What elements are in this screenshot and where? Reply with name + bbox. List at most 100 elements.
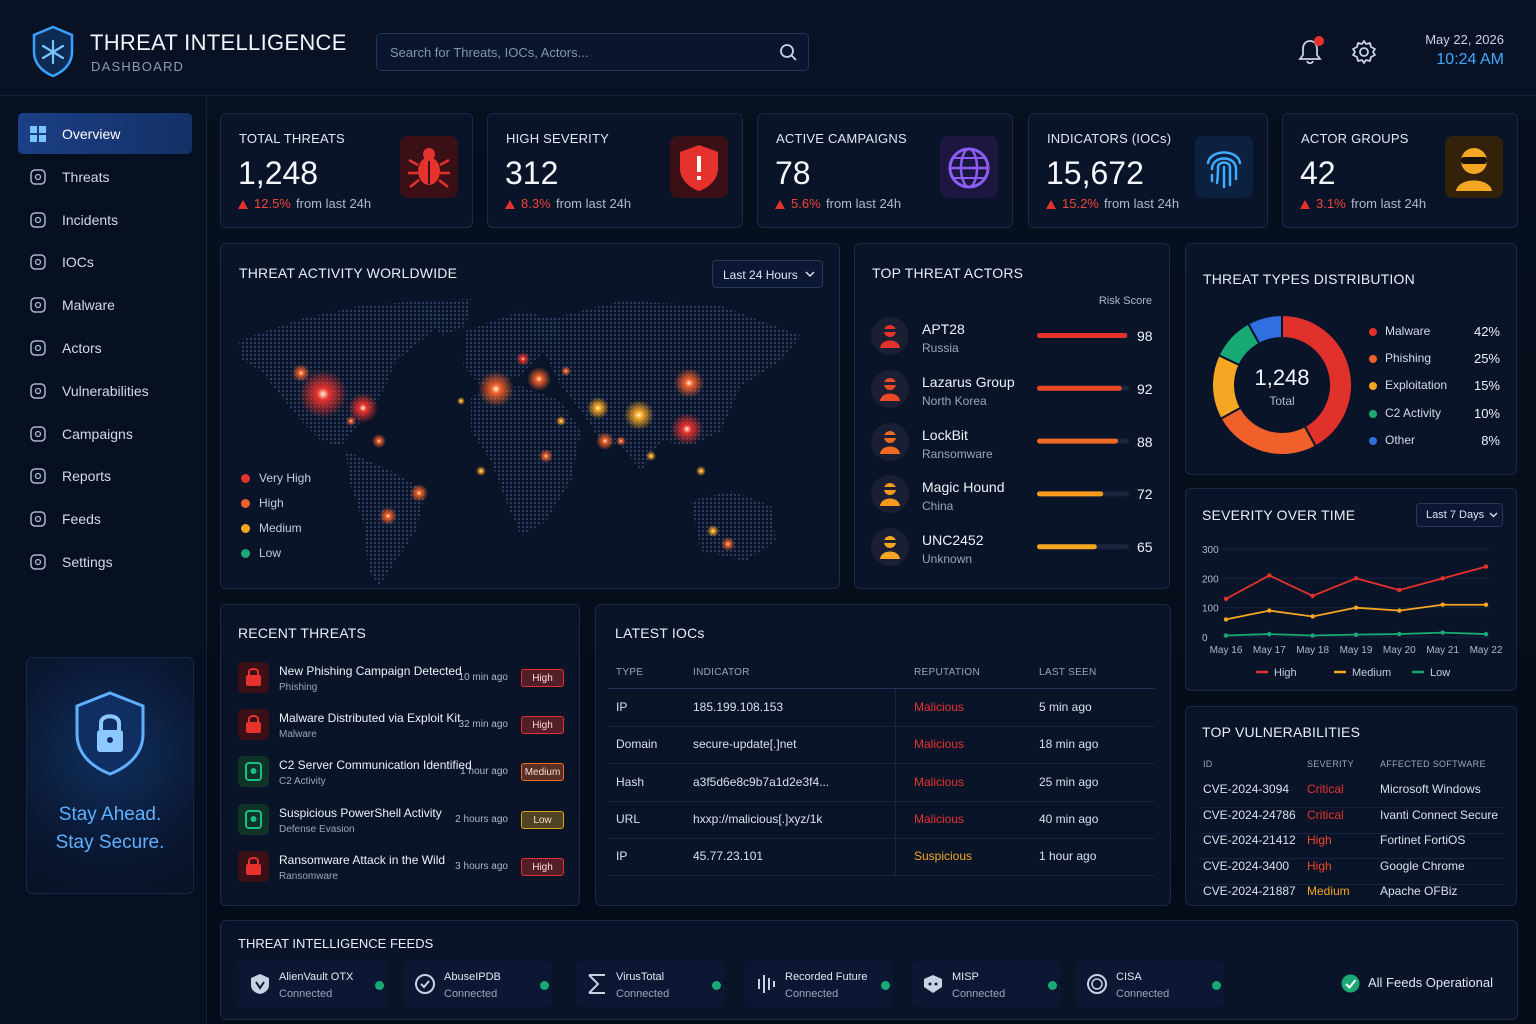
feed-card[interactable]: CISA Connected (1076, 961, 1224, 1007)
feed-card[interactable]: AbuseIPDB Connected (404, 961, 552, 1007)
nav-item[interactable]: IOCs (18, 241, 192, 282)
threat-row[interactable]: Suspicious PowerShell Activity Defense Ev… (279, 804, 564, 836)
panel-title: TOP THREAT ACTORS (872, 265, 1024, 281)
threat-category: C2 Activity (279, 776, 326, 788)
panel-title: LATEST IOCs (615, 625, 705, 641)
feed-card[interactable]: VirusTotal Connected (576, 961, 724, 1007)
actor-name: LockBit (922, 426, 968, 443)
feed-card[interactable]: AlienVault OTX Connected (239, 961, 387, 1007)
icon-part (34, 430, 42, 437)
kpi-icon-box (940, 136, 998, 198)
nav-item[interactable]: Campaigns (18, 413, 192, 454)
column-header: TYPE (616, 667, 644, 678)
nav-item[interactable]: Reports (18, 455, 192, 496)
vuln-software: Apache OFBiz (1380, 884, 1458, 899)
ioc-row[interactable]: Domain secure-update[.]net Malicious 18 min… (608, 726, 1155, 765)
panel-title: SEVERITY OVER TIME (1202, 507, 1356, 523)
kpi-icon (408, 148, 450, 188)
ioc-reputation: Malicious (914, 700, 965, 714)
notifications[interactable] (1297, 36, 1324, 66)
nav-label: Malware (62, 297, 115, 314)
icon-part (884, 381, 896, 385)
nav-item[interactable]: Feeds (18, 498, 192, 539)
latest-iocs-panel: LATEST IOCs TYPE INDICATOR REPUTATION LAST S… (595, 604, 1171, 906)
actor-icon (880, 377, 900, 401)
nav-item[interactable]: Malware (18, 284, 192, 325)
hotspot (476, 466, 486, 476)
up-arrow (775, 200, 785, 209)
series-point (1353, 576, 1359, 581)
risk-score: 88 (1137, 433, 1153, 450)
threat-title: C2 Server Communication Identified (279, 758, 472, 773)
ioc-row[interactable]: URL hxxp://malicious[.]xyz/1k Malicious 40 … (608, 801, 1155, 839)
icon-part (34, 387, 42, 394)
icon-part (107, 737, 113, 743)
settings-button[interactable] (1351, 39, 1377, 65)
range-dropdown[interactable]: Last 24 Hours (712, 260, 823, 288)
severity-pill: Low (521, 810, 564, 829)
continent (239, 301, 446, 446)
ioc-row[interactable]: IP 45.77.23.101 Suspicious 1 hour ago (608, 838, 1155, 877)
hotspot (671, 413, 703, 445)
threat-row[interactable]: C2 Server Communication Identified C2 Act… (279, 756, 564, 788)
search-box[interactable]: Search for Threats, IOCs, Actors... (376, 33, 809, 71)
icon-part (790, 54, 797, 61)
vuln-row[interactable]: CVE-2024-3094 Critical Microsoft Windows (1198, 782, 1504, 808)
threat-category: Defense Evasion (279, 823, 355, 835)
nav-item[interactable]: Settings (18, 541, 192, 582)
hotspot (348, 393, 378, 423)
actor-avatar (871, 528, 909, 567)
feed-status: Connected (444, 988, 498, 1000)
threat-row[interactable]: Ransomware Attack in the Wild Ransomware 3… (279, 851, 564, 883)
hotspot (561, 366, 571, 376)
icon-part (780, 44, 794, 58)
donut-segment (1281, 313, 1353, 448)
actor-avatar (871, 317, 909, 355)
line-chart: 0 100 200 300 May 16 May 17 May 18 May 19 May 20… (1202, 545, 1503, 679)
vuln-row[interactable]: CVE-2024-21412 High Fortinet FortiOS (1198, 833, 1504, 860)
top-actors-panel: TOP THREAT ACTORS Risk Score APT28 Russia 98… (854, 243, 1170, 589)
threat-time: 1 hour ago (460, 766, 508, 778)
nav-item[interactable]: Incidents (18, 199, 192, 240)
hotspot (346, 416, 356, 426)
ioc-row[interactable]: IP 185.199.108.153 Malicious 5 min ago (608, 689, 1155, 727)
nav-item[interactable]: Actors (18, 327, 192, 368)
continent (691, 491, 776, 561)
vuln-row[interactable]: CVE-2024-21887 Medium Apache OFBiz (1198, 884, 1504, 909)
kpi-icon (948, 147, 990, 189)
icon-part (438, 179, 449, 188)
feed-icon (1087, 974, 1107, 994)
threat-row[interactable]: New Phishing Campaign Detected Phishing 10… (279, 662, 564, 694)
ioc-row[interactable]: Hash a3f5d6e8c9b7a1d2e3f4... Malicious 25 m… (608, 764, 1155, 802)
severity-label: Low (533, 814, 552, 826)
icon-part (34, 173, 42, 180)
icon-part (250, 815, 257, 822)
nav-item[interactable]: Threats (18, 156, 192, 197)
nav-item[interactable]: Overview (18, 113, 192, 154)
threat-title: Ransomware Attack in the Wild (279, 852, 446, 867)
value-label: 15% (1473, 378, 1500, 394)
feed-card[interactable]: Recorded Future Connected (745, 961, 893, 1007)
column-header: REPUTATION (914, 667, 980, 678)
feeds-panel: THREAT INTELLIGENCE FEEDS AlienVault OTX C… (220, 920, 1518, 1020)
nav-item[interactable]: Vulnerabilities (18, 370, 192, 411)
feed-card[interactable]: MISP Connected (912, 961, 1060, 1007)
sidebar: Overview Threats Incidents IOCs Malware Actor… (0, 96, 207, 1024)
vuln-row[interactable]: CVE-2024-24786 Critical Ivanti Connect Sec… (1198, 808, 1504, 834)
icon-part (30, 297, 46, 313)
feed-icon (415, 974, 435, 994)
range-dropdown[interactable]: Last 7 Days (1416, 503, 1503, 527)
threat-row[interactable]: Malware Distributed via Exploit Kit Malwa… (279, 709, 564, 741)
feed-icon (251, 974, 269, 994)
threat-category: Ransomware (279, 870, 338, 882)
threat-icon (246, 856, 261, 875)
icon-part (924, 975, 942, 993)
ok-icon (1341, 974, 1360, 993)
actor-name: APT28 (922, 321, 965, 337)
ioc-indicator: a3f5d6e8c9b7a1d2e3f4... (693, 774, 830, 789)
promo-shield (75, 691, 145, 776)
kpi-change: 5.6% (791, 196, 821, 211)
icon-part (1352, 40, 1376, 64)
vuln-row[interactable]: CVE-2024-3400 High Google Chrome (1198, 859, 1504, 885)
